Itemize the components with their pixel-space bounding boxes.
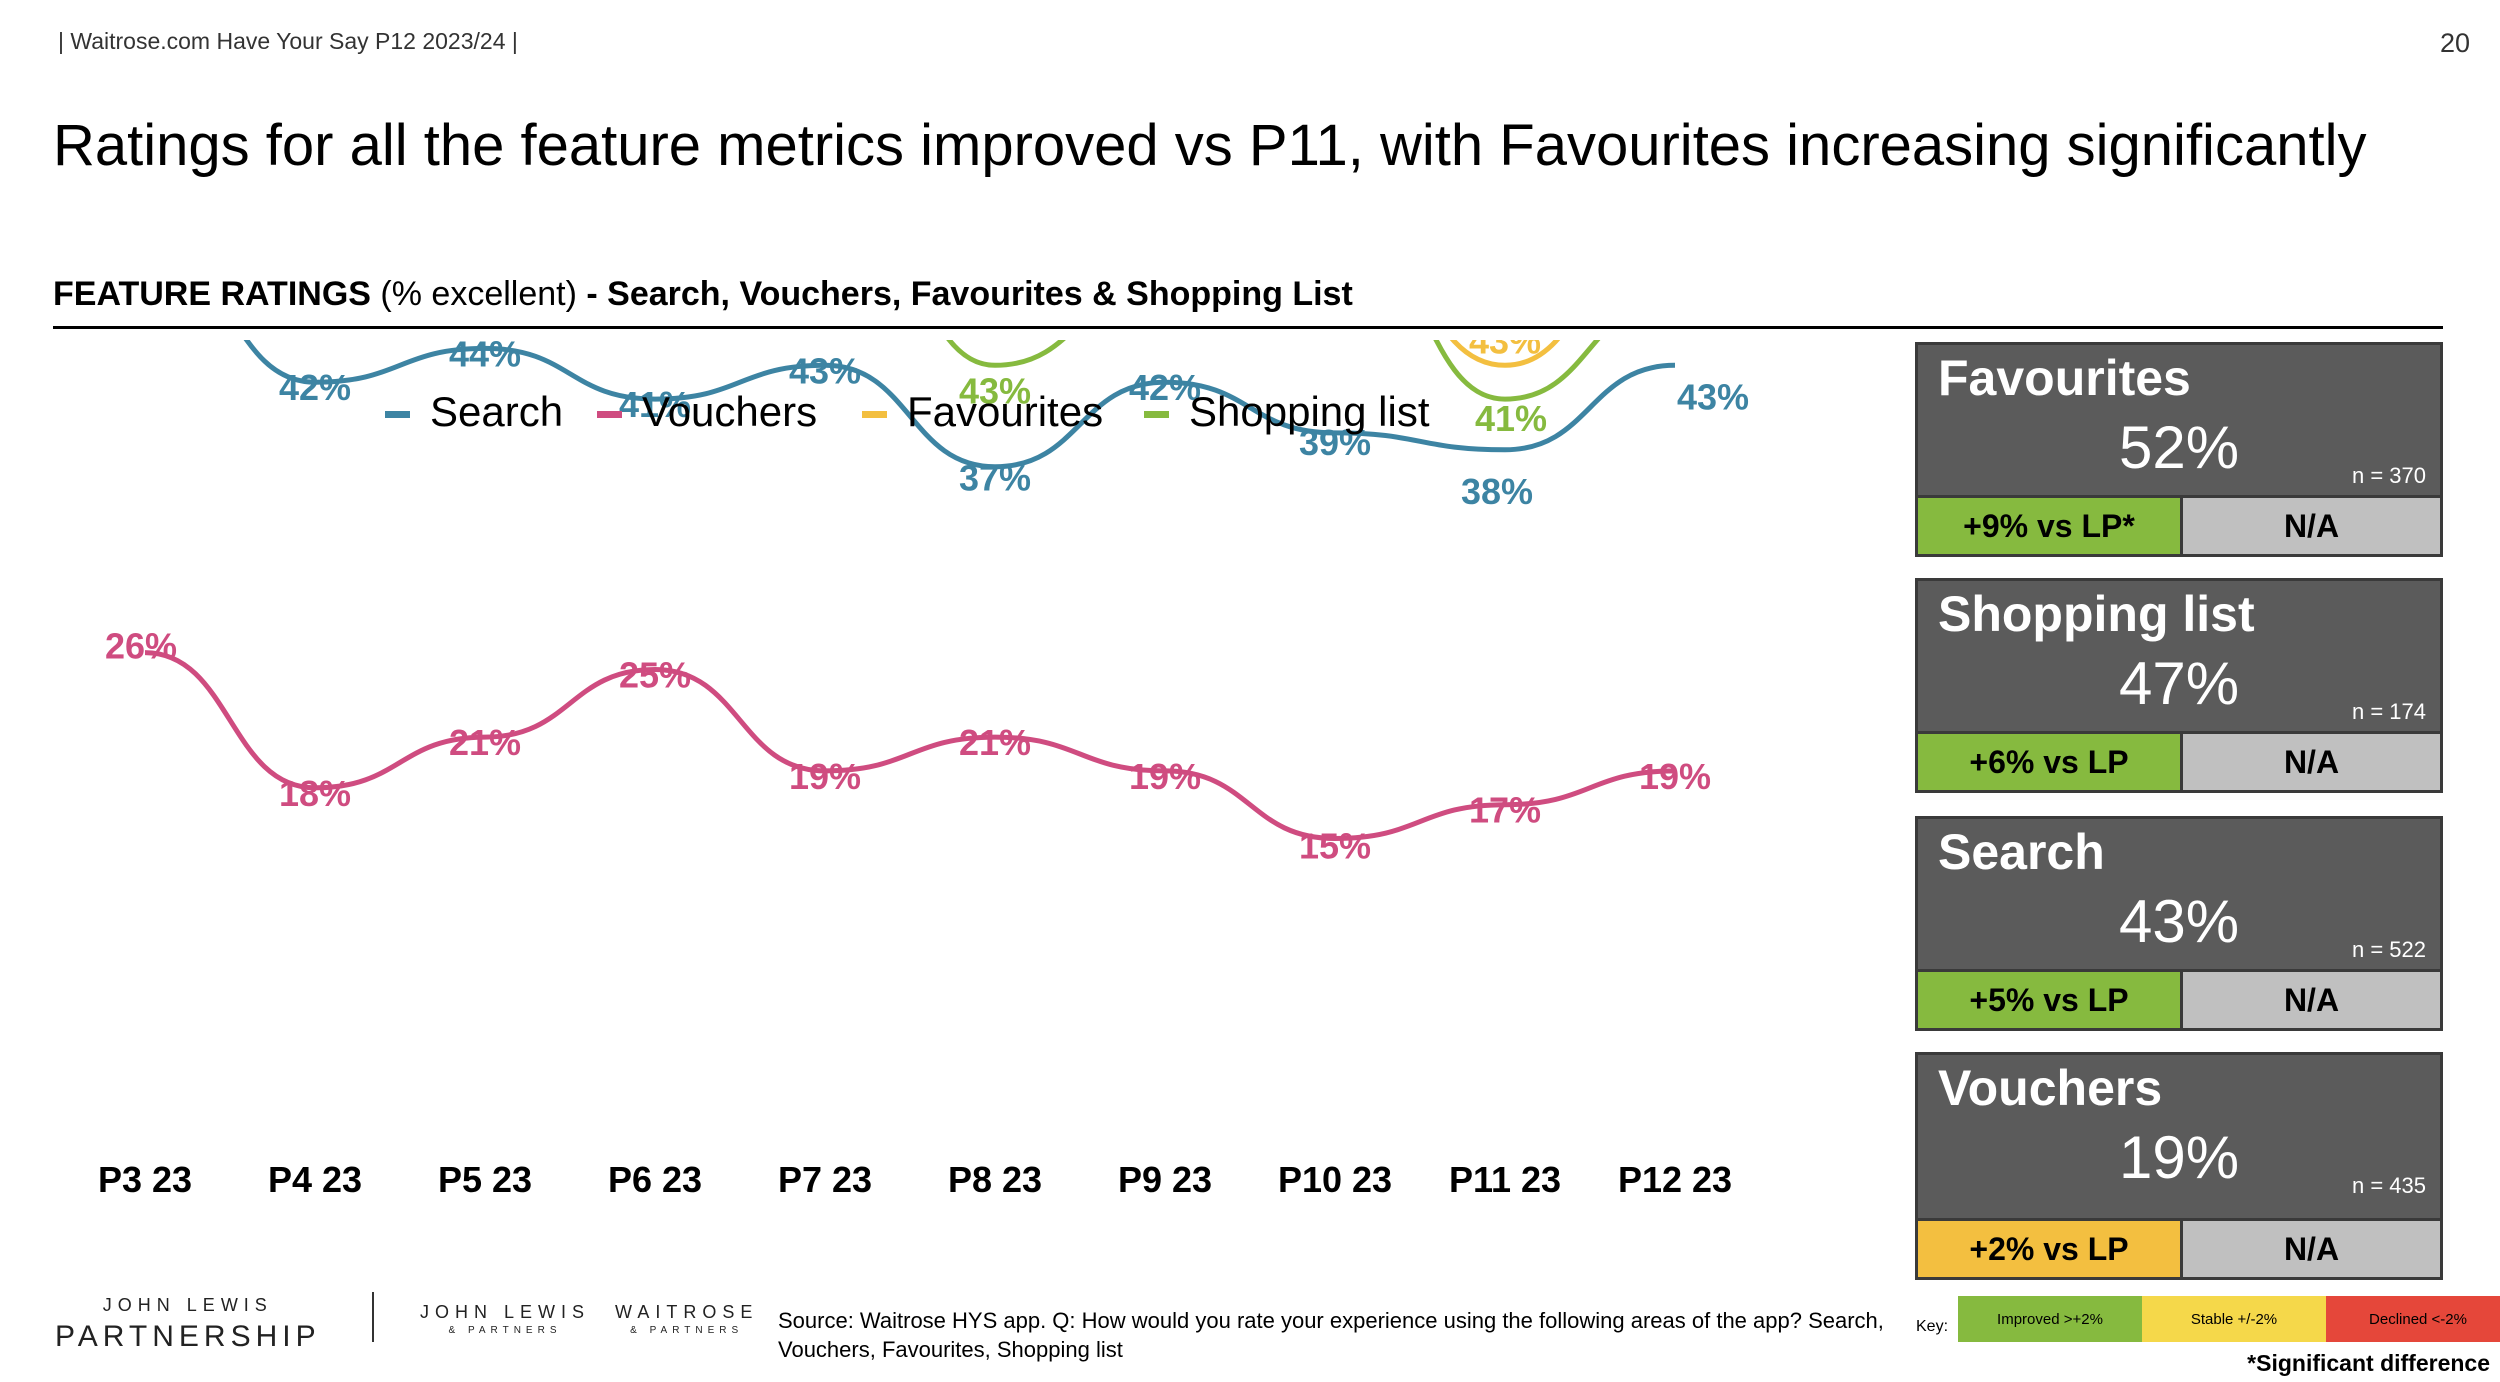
page-title: Ratings for all the feature metrics impr… (53, 113, 2367, 178)
legend-swatch-vouchers (597, 411, 622, 418)
card-value: 43% (2118, 888, 2240, 955)
legend-swatch-search (385, 411, 410, 418)
data-label-vouchers: 21% (449, 722, 521, 763)
legend-label-shopping-list: Shopping list (1189, 388, 1430, 435)
legend-swatch-favourites (862, 411, 887, 418)
logo-line: JOHN LEWIS (420, 1302, 591, 1322)
data-label-vouchers: 19% (1129, 756, 1201, 797)
key-improved: Improved >+2% (1958, 1296, 2142, 1342)
key-stable: Stable +/-2% (2142, 1296, 2326, 1342)
page-number: 20 (2439, 28, 2470, 58)
significance-note: *Significant difference (2247, 1350, 2490, 1376)
subtitle-light: (% excellent) (380, 275, 577, 313)
x-tick-label: P7 23 (778, 1159, 872, 1200)
logo-divider (372, 1292, 374, 1342)
data-label-search: 42% (279, 367, 351, 408)
series-line-vouchers (144, 650, 1676, 842)
card-sample-size: n = 370 (2351, 463, 2426, 488)
card-sample-size: n = 174 (2351, 699, 2426, 724)
card-sample-size: n = 435 (2351, 1173, 2426, 1198)
source-note: Source: Waitrose HYS app. Q: How would y… (778, 1308, 1884, 1362)
card-footer: +6% vs LP N/A (1918, 731, 2440, 790)
card-vouchers: Vouchers 19% n = 435 +2% vs LP N/A (1915, 1052, 2443, 1280)
key-declined: Declined <-2% (2326, 1296, 2500, 1342)
data-label-search: 37% (959, 458, 1031, 499)
card-name: Shopping list (1938, 586, 2255, 642)
subtitle-bold: FEATURE RATINGS (53, 275, 371, 313)
card-sample-size: n = 522 (2351, 937, 2426, 962)
data-label-shopping-list: 43% (959, 370, 1031, 411)
logo-line: JOHN LEWIS (102, 1295, 273, 1315)
card-footer: +9% vs LP* N/A (1918, 495, 2440, 554)
data-label-vouchers: 18% (279, 773, 351, 814)
card-favourites: Favourites 52% n = 370 +9% vs LP* N/A (1915, 342, 2443, 557)
card-delta: +9% vs LP* (1918, 498, 2183, 554)
waitrose-logo: WAITROSE & PARTNERS (615, 1302, 758, 1336)
data-label-search: 42% (1129, 367, 1201, 408)
data-label-search: 41% (619, 384, 691, 425)
subtitle-rest: - Search, Vouchers, Favourites & Shoppin… (586, 275, 1353, 313)
logo-line: PARTNERSHIP (55, 1320, 321, 1353)
logo-line: & PARTNERS (448, 1325, 562, 1336)
x-tick-label: P12 23 (1618, 1159, 1732, 1200)
x-tick-label: P4 23 (268, 1159, 362, 1200)
card-delta: +5% vs LP (1918, 972, 2183, 1028)
x-tick-label: P3 23 (98, 1159, 192, 1200)
card-value: 19% (2118, 1124, 2240, 1191)
card-comparison: N/A (2183, 498, 2440, 554)
data-label-vouchers: 19% (789, 756, 861, 797)
logo-line: WAITROSE (615, 1302, 759, 1322)
data-label-vouchers: 26% (105, 626, 177, 667)
title-divider (53, 326, 2443, 329)
card-name: Search (1938, 824, 2105, 880)
x-tick-label: P6 23 (608, 1159, 702, 1200)
card-name: Vouchers (1938, 1060, 2163, 1116)
card-search: Search 43% n = 522 +5% vs LP N/A (1915, 816, 2443, 1031)
card-footer: +2% vs LP N/A (1918, 1218, 2440, 1277)
john-lewis-partnership-logo: JOHN LEWIS PARTNERSHIP (55, 1295, 321, 1354)
data-label-search: 43% (789, 350, 861, 391)
legend-label-search: Search (430, 388, 563, 435)
data-label-vouchers: 21% (959, 722, 1031, 763)
data-label-vouchers: 25% (619, 655, 691, 696)
data-label-vouchers: 15% (1299, 826, 1371, 867)
card-comparison: N/A (2183, 734, 2440, 790)
x-tick-label: P8 23 (948, 1159, 1042, 1200)
x-tick-label: P9 23 (1118, 1159, 1212, 1200)
card-value: 47% (2118, 650, 2240, 717)
data-label-search: 39% (1299, 422, 1371, 463)
data-label-shopping-list: 41% (1475, 398, 1547, 439)
card-delta: +2% vs LP (1918, 1221, 2183, 1277)
data-label-vouchers: 19% (1639, 756, 1711, 797)
john-lewis-logo: JOHN LEWIS & PARTNERS (420, 1302, 590, 1336)
card-shopping-list: Shopping list 47% n = 174 +6% vs LP N/A (1915, 578, 2443, 793)
data-label-search: 38% (1461, 471, 1533, 512)
key-label: Key: (1916, 1318, 1949, 1335)
card-value: 52% (2118, 414, 2240, 481)
legend-swatch-shopping-list (1144, 411, 1169, 418)
card-comparison: N/A (2183, 1221, 2440, 1277)
line-chart: 50%42%44%41%43%37%42%39%38%43%26%18%21%2… (98, 340, 1749, 1200)
x-tick-label: P11 23 (1449, 1159, 1561, 1200)
data-label-search: 44% (449, 340, 521, 374)
x-tick-label: P10 23 (1278, 1159, 1392, 1200)
legend-label-vouchers: Vouchers (642, 388, 817, 435)
card-comparison: N/A (2183, 972, 2440, 1028)
card-footer: +5% vs LP N/A (1918, 969, 2440, 1028)
x-tick-label: P5 23 (438, 1159, 532, 1200)
chart-subtitle: FEATURE RATINGS (% excellent) - Search, … (53, 275, 1353, 314)
breadcrumb: | Waitrose.com Have Your Say P12 2023/24… (58, 28, 518, 54)
legend-label-favourites: Favourites (907, 388, 1103, 435)
card-delta: +6% vs LP (1918, 734, 2183, 790)
series-line-search (243, 340, 1676, 470)
data-label-search: 43% (1677, 376, 1749, 417)
data-label-favourites: 43% (1469, 340, 1541, 361)
logo-line: & PARTNERS (630, 1325, 744, 1336)
data-label-vouchers: 17% (1469, 790, 1541, 831)
card-name: Favourites (1938, 350, 2191, 406)
